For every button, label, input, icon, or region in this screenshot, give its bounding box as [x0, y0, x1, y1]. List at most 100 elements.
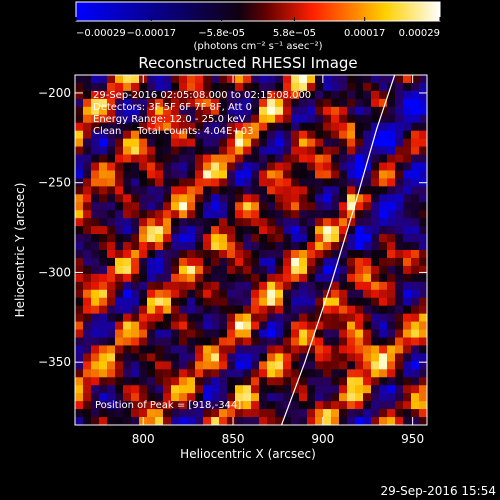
- heatmap-cell: [139, 250, 148, 259]
- heatmap-cell: [315, 210, 324, 219]
- heatmap-cell: [227, 257, 236, 267]
- heatmap-cell: [179, 106, 188, 116]
- heatmap-cell: [299, 170, 308, 179]
- heatmap-cell: [283, 297, 292, 306]
- heatmap-cell: [187, 329, 196, 338]
- heatmap-cell: [227, 321, 236, 330]
- heatmap-cell: [91, 242, 100, 251]
- colorbar-strip: [75, 1, 441, 22]
- heatmap-cell: [75, 337, 84, 346]
- heatmap-cell: [323, 393, 332, 402]
- heatmap-cell: [107, 321, 116, 330]
- heatmap-cell: [147, 154, 156, 163]
- heatmap-cell: [235, 82, 244, 92]
- heatmap-cell: [171, 297, 180, 306]
- heatmap-cell: [267, 122, 276, 131]
- heatmap-cell: [155, 417, 164, 426]
- heatmap-cell: [347, 281, 356, 291]
- heatmap-cell: [395, 130, 404, 139]
- heatmap-cell: [379, 218, 388, 227]
- heatmap-cell: [307, 75, 316, 84]
- heatmap-cell: [387, 210, 396, 219]
- heatmap-cell: [387, 146, 396, 155]
- heatmap-cell: [315, 98, 324, 108]
- y-tick-label: −200: [38, 86, 71, 100]
- heatmap-cell: [75, 154, 84, 163]
- heatmap-cell: [171, 401, 180, 410]
- heatmap-cell: [171, 210, 180, 219]
- heatmap-cell: [187, 106, 196, 116]
- heatmap-cell: [315, 130, 324, 139]
- heatmap-cell: [163, 257, 172, 267]
- heatmap-cell: [147, 401, 156, 410]
- heatmap-cell: [99, 210, 108, 219]
- heatmap-cell: [395, 154, 404, 163]
- heatmap-cell: [203, 114, 212, 124]
- heatmap-cell: [411, 265, 420, 275]
- heatmap-cell: [243, 82, 252, 92]
- heatmap-cell: [131, 297, 140, 306]
- heatmap-cell: [331, 146, 340, 155]
- heatmap-cell: [379, 138, 388, 147]
- heatmap-cell: [235, 257, 244, 267]
- heatmap-cell: [395, 186, 404, 195]
- heatmap-cell: [75, 401, 84, 410]
- heatmap-cell: [195, 106, 204, 116]
- heatmap-cell: [403, 401, 412, 410]
- heatmap-cell: [395, 122, 404, 131]
- heatmap-cell: [163, 401, 172, 410]
- heatmap-cell: [403, 170, 412, 179]
- heatmap-cell: [75, 202, 84, 211]
- heatmap-cell: [243, 242, 252, 251]
- heatmap-cell: [387, 273, 396, 283]
- heatmap-cell: [171, 361, 180, 370]
- heatmap-cell: [315, 82, 324, 92]
- heatmap-cell: [99, 186, 108, 195]
- heatmap-cell: [355, 297, 364, 306]
- heatmap-cell: [203, 289, 212, 299]
- heatmap-cell: [259, 329, 268, 338]
- heatmap-cell: [83, 345, 92, 354]
- heatmap-cell: [371, 138, 380, 147]
- heatmap-cell: [291, 75, 300, 84]
- heatmap-cell: [355, 178, 364, 187]
- heatmap-cell: [307, 313, 316, 322]
- heatmap-cell: [99, 90, 108, 100]
- heatmap-cell: [187, 353, 196, 362]
- heatmap-cell: [187, 361, 196, 370]
- heatmap-cell: [371, 321, 380, 330]
- heatmap-cell: [91, 409, 100, 418]
- heatmap-cell: [411, 345, 420, 354]
- heatmap-cell: [379, 417, 388, 426]
- heatmap-cell: [363, 98, 372, 108]
- heatmap-cell: [139, 82, 148, 92]
- heatmap-cell: [75, 377, 84, 386]
- heatmap-cell: [419, 369, 428, 378]
- heatmap-cell: [363, 393, 372, 402]
- heatmap-cell: [315, 122, 324, 131]
- heatmap-cell: [411, 178, 420, 187]
- heatmap-cell: [107, 114, 116, 124]
- heatmap-cell: [147, 218, 156, 227]
- heatmap-cell: [107, 361, 116, 370]
- heatmap-cell: [163, 329, 172, 338]
- heatmap-cell: [99, 202, 108, 211]
- heatmap-cell: [291, 170, 300, 179]
- heatmap-cell: [139, 281, 148, 291]
- heatmap-cell: [147, 281, 156, 291]
- heatmap-cell: [275, 289, 284, 299]
- heatmap-cell: [395, 90, 404, 100]
- heatmap-cell: [371, 250, 380, 259]
- heatmap-cell: [243, 393, 252, 402]
- heatmap-cell: [83, 417, 92, 426]
- heatmap-cell: [91, 202, 100, 211]
- heatmap-cell: [187, 146, 196, 155]
- heatmap-cell: [267, 194, 276, 203]
- heatmap-cell: [355, 250, 364, 259]
- heatmap-cell: [371, 106, 380, 116]
- heatmap-cell: [147, 226, 156, 235]
- heatmap-cell: [251, 202, 260, 211]
- heatmap-cell: [307, 210, 316, 219]
- heatmap-cell: [347, 202, 356, 211]
- heatmap-cell: [131, 329, 140, 338]
